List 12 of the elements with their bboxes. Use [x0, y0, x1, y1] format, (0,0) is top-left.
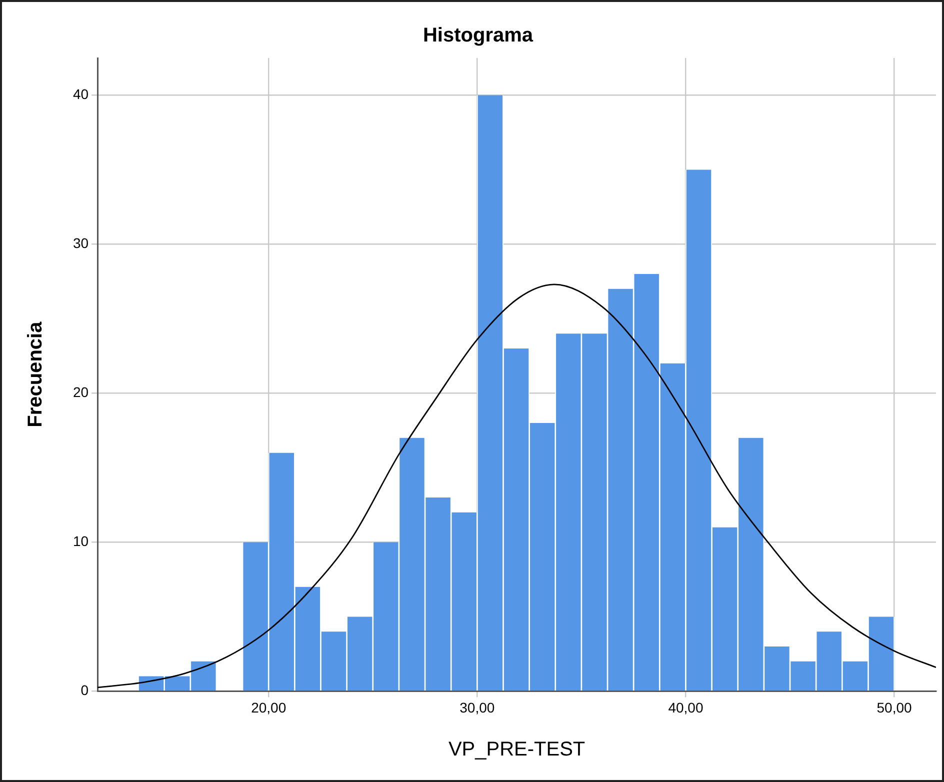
y-tick-label: 20 — [72, 384, 89, 400]
y-tick-label: 0 — [80, 682, 89, 698]
x-tick-label: 20,00 — [251, 699, 286, 716]
y-axis-title: Frecuencia — [24, 320, 47, 428]
y-tick-label: 10 — [72, 533, 89, 550]
y-tick-label: 40 — [72, 86, 89, 102]
x-axis-title: VP_PRE-TEST — [448, 738, 586, 761]
x-tick-label: 50,00 — [876, 699, 912, 716]
x-tick-label: 30,00 — [460, 699, 495, 716]
y-tick-label: 30 — [72, 235, 89, 252]
x-tick-label: 40,00 — [668, 699, 704, 716]
chart-title: Histograma — [422, 24, 534, 47]
